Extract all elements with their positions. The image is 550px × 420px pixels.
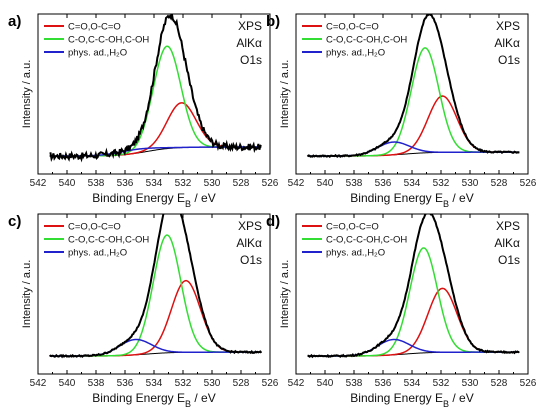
x-tick-label: 538 [88,178,105,189]
annotation: AlKα [236,36,262,50]
x-tick-label: 530 [204,178,221,189]
x-tick-label: 540 [317,178,334,189]
x-tick-label: 536 [117,178,134,189]
spectrum-curve [49,14,262,163]
x-tick-label: 530 [204,378,221,389]
x-tick-label: 542 [288,378,305,389]
x-tick-label: 530 [462,378,479,389]
legend-entry: phys. ad.,H₂O [68,48,127,59]
legend-entry: C-O,C-C-OH,C-OH [68,235,149,246]
panel-label: a) [8,13,21,30]
annotation: AlKα [494,236,520,250]
panel-label: b) [266,13,280,30]
x-axis-label: Binding Energy EB / eV [350,391,473,409]
panel-b: 542 540 538 536 534 532 530 528 526 Binding Energ… [266,13,537,209]
panel-d: 542 540 538 536 534 532 530 528 526 Binding Energ… [266,213,537,409]
x-tick-label: 532 [433,178,450,189]
annotation: AlKα [494,36,520,50]
x-tick-label: 530 [462,178,479,189]
x-tick-label: 532 [433,378,450,389]
x-tick-label: 532 [175,378,192,389]
x-tick-label: 526 [262,178,279,189]
x-tick-label: 528 [233,178,250,189]
legend-entry: C-O,C-C-OH,C-OH [68,35,149,46]
x-tick-label: 542 [30,178,47,189]
x-tick-label: 526 [520,178,537,189]
annotation: XPS [238,219,262,233]
x-axis-label: Binding Energy EB / eV [350,191,473,209]
y-axis-label: Intensity / a.u. [21,260,33,328]
legend-entry: phys. ad.,H₂O [326,48,385,59]
legend-entry: phys. ad.,H₂O [326,248,385,259]
x-tick-label: 532 [175,178,192,189]
x-tick-label: 528 [491,378,508,389]
panel-label: c) [8,213,21,230]
spectrum-curve [307,214,520,359]
x-tick-label: 534 [404,178,421,189]
legend-entry: C=O,O-C=O [326,22,379,33]
x-tick-label: 540 [317,378,334,389]
annotation: AlKα [236,236,262,250]
x-tick-label: 528 [233,378,250,389]
x-tick-label: 534 [404,378,421,389]
annotation: O1s [240,253,262,267]
legend-entry: C=O,O-C=O [68,222,121,233]
annotation: O1s [240,53,262,67]
x-tick-label: 536 [375,378,392,389]
spectrum-curve [306,14,520,159]
spectrum-curve [49,214,263,359]
x-tick-label: 538 [346,178,363,189]
x-tick-label: 528 [491,178,508,189]
x-tick-label: 538 [346,378,363,389]
x-tick-label: 534 [146,178,163,189]
x-tick-label: 526 [520,378,537,389]
x-tick-label: 536 [117,378,134,389]
x-tick-label: 536 [375,178,392,189]
x-axis-label: Binding Energy EB / eV [92,191,215,209]
y-axis-label: Intensity / a.u. [279,60,291,128]
x-tick-label: 540 [59,378,76,389]
x-tick-label: 538 [88,378,105,389]
annotation: XPS [496,219,520,233]
x-axis-label: Binding Energy EB / eV [92,391,215,409]
x-tick-label: 534 [146,378,163,389]
x-tick-label: 540 [59,178,76,189]
annotation: XPS [496,19,520,33]
y-axis-label: Intensity / a.u. [21,60,33,128]
annotation: XPS [238,19,262,33]
legend-entry: C-O,C-C-OH,C-OH [326,35,407,46]
x-tick-label: 542 [30,378,47,389]
panel-label: d) [266,213,280,230]
x-tick-label: 526 [262,378,279,389]
annotation: O1s [498,53,520,67]
x-tick-label: 542 [288,178,305,189]
panel-a: 542 540 538 536 534 532 530 528 526 Binding Energ… [8,13,279,209]
component-curve [307,247,520,357]
panel-c: 542 540 538 536 534 532 530 528 526 Binding Energ… [8,213,279,409]
legend-entry: phys. ad.,H₂O [68,248,127,259]
annotation: O1s [498,253,520,267]
legend-entry: C=O,O-C=O [68,22,121,33]
y-axis-label: Intensity / a.u. [279,260,291,328]
component-curve [49,279,262,357]
component-curve [49,45,262,157]
legend-entry: C=O,O-C=O [326,222,379,233]
legend-entry: C-O,C-C-OH,C-OH [326,235,407,246]
